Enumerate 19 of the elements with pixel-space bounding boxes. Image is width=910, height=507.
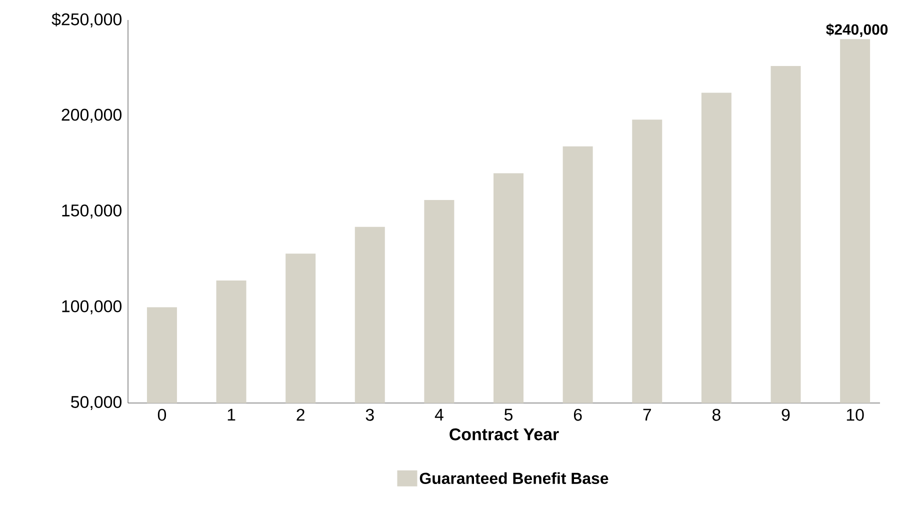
y-tick-label: 200,000 <box>62 108 122 123</box>
x-tick-label: 0 <box>158 408 166 421</box>
x-tick-label: 10 <box>846 408 864 421</box>
x-tick-label: 8 <box>712 408 720 421</box>
x-tick-label: 5 <box>504 408 512 421</box>
x-tick-label: 1 <box>228 408 236 420</box>
x-tick-label: 9 <box>782 408 790 421</box>
y-tick-label: 100,000 <box>62 300 122 314</box>
x-tick-label: 6 <box>574 408 582 421</box>
x-tick-label: 2 <box>296 408 304 421</box>
x-tick-label: 3 <box>366 408 374 421</box>
x-tick-label: 4 <box>434 408 444 420</box>
y-tick-label: $250,000 <box>52 12 122 28</box>
data-label: $240,000 <box>826 24 888 37</box>
x-tick-label: 7 <box>643 408 651 420</box>
y-tick-label: 50,000 <box>71 396 122 410</box>
legend-label: Guaranteed Benefit Base <box>420 472 608 484</box>
x-axis-title: Contract Year <box>450 428 559 440</box>
y-tick-label: 150,000 <box>62 204 122 218</box>
